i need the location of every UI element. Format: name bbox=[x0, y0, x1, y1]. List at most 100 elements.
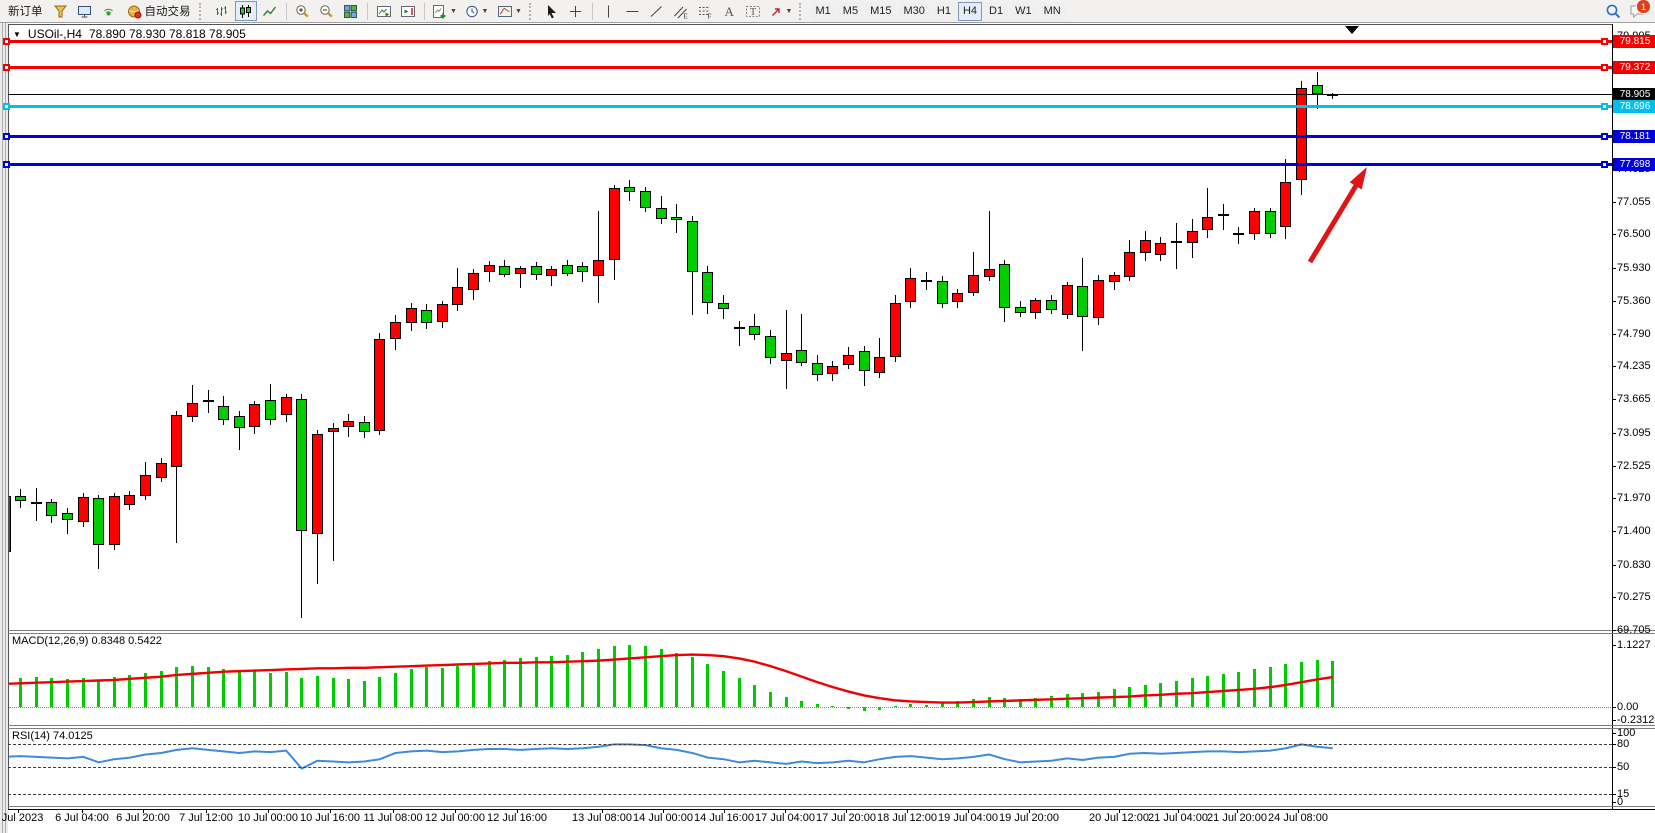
level-left-handle[interactable] bbox=[3, 161, 10, 169]
macd-histogram-bar bbox=[34, 676, 38, 707]
price-level-line[interactable] bbox=[8, 39, 1612, 43]
time-tick-mark bbox=[82, 809, 83, 813]
time-tick-mark bbox=[724, 809, 725, 813]
price-level-line[interactable] bbox=[8, 93, 1612, 95]
level-left-handle[interactable] bbox=[3, 132, 10, 140]
arrows-icon[interactable]: ▼ bbox=[766, 1, 796, 21]
level-right-handle[interactable] bbox=[1601, 132, 1608, 140]
fibonacci-icon[interactable]: F bbox=[694, 1, 716, 21]
time-axis-label: 17 Jul 04:00 bbox=[755, 812, 815, 824]
timeframe-d1[interactable]: D1 bbox=[984, 1, 1009, 21]
toolbar-drag-handle bbox=[198, 2, 205, 20]
autotrade-button[interactable]: 自动交易 bbox=[122, 1, 196, 21]
hline-icon[interactable] bbox=[622, 1, 644, 21]
tile-windows-icon[interactable] bbox=[340, 1, 362, 21]
macd-histogram-bar bbox=[253, 670, 257, 707]
candle-body bbox=[577, 266, 589, 273]
vline-icon[interactable] bbox=[598, 1, 620, 21]
periods-button[interactable]: ▼ bbox=[462, 1, 492, 21]
line-chart-icon[interactable] bbox=[259, 1, 281, 21]
macd-histogram-bar bbox=[956, 701, 960, 707]
trendline-icon[interactable] bbox=[646, 1, 668, 21]
timeframe-w1[interactable]: W1 bbox=[1010, 1, 1037, 21]
level-left-handle[interactable] bbox=[3, 102, 10, 110]
price-tick-mark bbox=[1612, 366, 1616, 368]
timeframe-mn[interactable]: MN bbox=[1038, 1, 1066, 21]
price-tick-label: 75.930 bbox=[1617, 261, 1651, 274]
candle-body bbox=[1155, 243, 1167, 255]
macd-histogram-bar bbox=[737, 678, 741, 707]
timeframe-m30[interactable]: M30 bbox=[898, 1, 930, 21]
macd-tick-mark bbox=[1612, 707, 1616, 708]
chart-shift-marker[interactable] bbox=[1345, 26, 1359, 34]
crosshair-icon[interactable] bbox=[565, 1, 587, 21]
channel-icon[interactable]: E bbox=[670, 1, 692, 21]
level-right-handle[interactable] bbox=[1601, 63, 1608, 71]
timeframe-m1[interactable]: M1 bbox=[810, 1, 836, 21]
zoom-in-icon[interactable] bbox=[292, 1, 314, 21]
pane-separator[interactable] bbox=[8, 728, 1655, 729]
symbol-dropdown-caret[interactable]: ▼ bbox=[13, 29, 21, 39]
main-chart-pane[interactable] bbox=[9, 25, 1611, 630]
search-icon[interactable] bbox=[1602, 1, 1624, 21]
pane-separator[interactable] bbox=[8, 633, 1655, 634]
chat-icon[interactable]: 1 bbox=[1625, 0, 1651, 21]
macd-histogram-bar bbox=[425, 667, 429, 707]
text-icon[interactable]: A bbox=[718, 1, 740, 21]
price-level-line[interactable] bbox=[8, 104, 1612, 108]
indicators-button[interactable]: ▼ bbox=[430, 1, 460, 21]
candle-body bbox=[265, 400, 277, 420]
macd-axis-label: -0.2312 bbox=[1617, 713, 1655, 726]
price-tick-mark bbox=[1612, 498, 1616, 500]
autotrade-label: 自动交易 bbox=[144, 6, 191, 18]
level-right-handle[interactable] bbox=[1601, 37, 1608, 45]
time-axis-label: 11 Jul 08:00 bbox=[363, 812, 423, 824]
level-left-handle[interactable] bbox=[3, 63, 10, 71]
text-label-icon[interactable]: T bbox=[742, 1, 764, 21]
price-level-line[interactable] bbox=[8, 163, 1612, 167]
candle-wick bbox=[738, 320, 740, 347]
rsi-tick-mark bbox=[1612, 767, 1616, 768]
candle-body bbox=[1061, 285, 1073, 315]
timeframe-m15[interactable]: M15 bbox=[865, 1, 897, 21]
bar-chart-icon[interactable] bbox=[211, 1, 233, 21]
macd-histogram-bar bbox=[440, 668, 444, 707]
level-right-handle[interactable] bbox=[1601, 102, 1608, 110]
candle-body bbox=[686, 220, 698, 273]
macd-histogram-bar bbox=[378, 676, 382, 707]
timeframe-m5[interactable]: M5 bbox=[837, 1, 864, 21]
timeframe-h1[interactable]: H1 bbox=[931, 1, 956, 21]
macd-label: MACD(12,26,9) 0.8348 0.5422 bbox=[12, 635, 162, 647]
candle-body bbox=[1327, 94, 1339, 97]
pane-separator[interactable] bbox=[8, 630, 1655, 631]
templates-button[interactable]: ▼ bbox=[494, 1, 526, 21]
time-tick-mark bbox=[1119, 809, 1120, 813]
candle-chart-icon[interactable] bbox=[234, 1, 257, 21]
cursor-icon[interactable] bbox=[541, 1, 563, 21]
chart-shift-icon[interactable] bbox=[397, 1, 419, 21]
level-right-handle[interactable] bbox=[1601, 161, 1608, 169]
timeframe-h4[interactable]: H4 bbox=[957, 1, 982, 21]
new-order-button[interactable]: 新订单 bbox=[3, 1, 48, 21]
pane-separator[interactable] bbox=[8, 725, 1655, 726]
macd-histogram-bar bbox=[706, 663, 710, 707]
signal-icon[interactable] bbox=[98, 1, 120, 21]
price-level-line[interactable] bbox=[8, 134, 1612, 138]
macd-pane[interactable] bbox=[9, 634, 1611, 725]
candle-body bbox=[796, 350, 808, 364]
time-tick-mark bbox=[846, 809, 847, 813]
autoscroll-icon[interactable] bbox=[373, 1, 395, 21]
zoom-out-icon[interactable] bbox=[316, 1, 338, 21]
candle-body bbox=[468, 272, 480, 290]
terminal-icon[interactable] bbox=[74, 1, 96, 21]
level-left-handle[interactable] bbox=[3, 37, 10, 45]
candle-wick bbox=[332, 423, 334, 561]
macd-histogram-bar bbox=[659, 649, 663, 707]
rsi-axis-label: 15 bbox=[1617, 788, 1630, 801]
price-level-badge: 79.372 bbox=[1613, 60, 1655, 74]
macd-histogram-bar bbox=[893, 705, 897, 707]
funnel-icon[interactable] bbox=[50, 1, 72, 21]
macd-histogram-bar bbox=[565, 654, 569, 707]
rsi-level-line bbox=[8, 794, 1612, 796]
price-level-line[interactable] bbox=[8, 65, 1612, 69]
